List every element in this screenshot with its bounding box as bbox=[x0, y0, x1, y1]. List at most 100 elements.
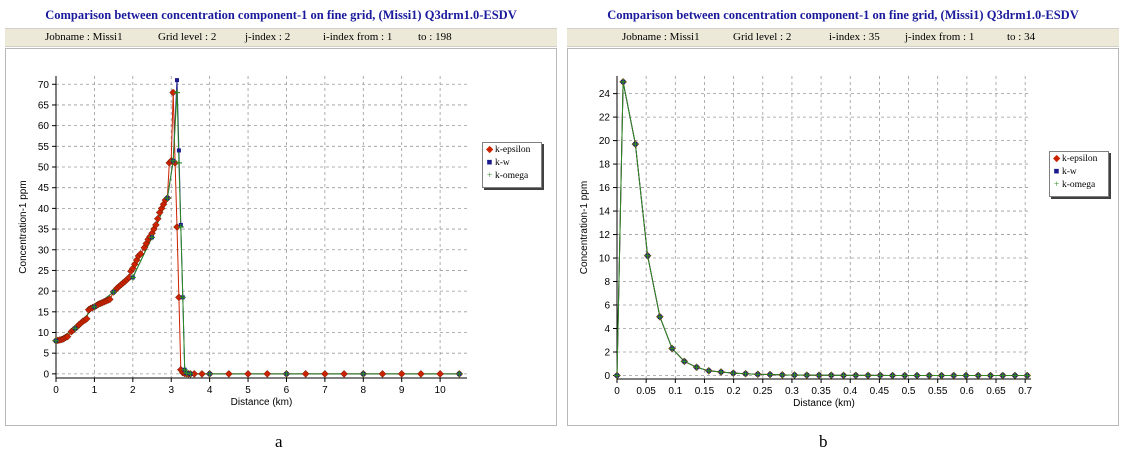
data-point-k-omega bbox=[129, 274, 136, 281]
data-point-k-omega bbox=[170, 157, 177, 164]
x-tick-label: 0.1 bbox=[668, 386, 682, 397]
data-point-k-omega bbox=[283, 370, 290, 377]
y-axis-label: Concentration-1 ppm bbox=[579, 181, 590, 274]
data-point-k-omega bbox=[53, 337, 59, 344]
y-tick-label: 18 bbox=[599, 160, 611, 171]
data-point-k-epsilon bbox=[321, 370, 329, 378]
y-tick-label: 22 bbox=[599, 113, 611, 124]
x-tick-label: 0.05 bbox=[636, 386, 656, 397]
series-line-k-epsilon bbox=[616, 81, 1028, 376]
data-point-k-omega bbox=[852, 372, 859, 379]
y-tick-label: 65 bbox=[38, 100, 50, 111]
data-point-k-epsilon bbox=[397, 370, 406, 378]
y-tick-label: 24 bbox=[599, 89, 611, 100]
data-point-k-omega bbox=[360, 370, 367, 377]
data-point-k-omega bbox=[110, 288, 117, 295]
data-point-k-omega bbox=[173, 89, 180, 96]
data-point-k-omega bbox=[456, 370, 463, 377]
data-point-k-epsilon bbox=[169, 88, 178, 97]
x-tick-label: 7 bbox=[322, 385, 328, 396]
index-to-label: to : 34 bbox=[1007, 31, 1036, 43]
data-point-k-omega bbox=[754, 371, 761, 378]
line-chart-a: 0 1 2 3 4 5 6 7 8 9 100510152025303540455055606570… bbox=[18, 76, 467, 408]
chart-title: Comparison between concentration compone… bbox=[45, 8, 517, 22]
series-line-k-omega bbox=[616, 81, 1028, 376]
y-axis-label: Concentration-1 ppm bbox=[18, 180, 29, 273]
grid-level-label: Grid level : 2 bbox=[733, 31, 792, 43]
y-tick-label: 45 bbox=[38, 183, 50, 194]
data-point-k-epsilon bbox=[105, 295, 114, 304]
x-tick-label: 2 bbox=[130, 385, 136, 396]
x-axis-label: Distance (km) bbox=[231, 397, 293, 408]
x-tick-label: 0.65 bbox=[986, 386, 1006, 397]
data-point-k-omega bbox=[926, 372, 933, 379]
x-tick-label: 0 bbox=[53, 385, 59, 396]
jobname-label: Jobname : Missi1 bbox=[45, 31, 123, 43]
y-tick-label: 10 bbox=[38, 328, 50, 339]
legend: ◆ k-epsilon ■ k-w + k-omega bbox=[482, 142, 542, 188]
data-point-k-epsilon bbox=[244, 370, 252, 378]
y-tick-label: 55 bbox=[38, 142, 50, 153]
legend-item-k-w: ■ k-w bbox=[486, 158, 510, 168]
data-point-k-omega bbox=[791, 372, 798, 379]
y-tick-label: 2 bbox=[604, 347, 610, 358]
data-point-k-omega bbox=[865, 372, 872, 379]
data-point-k-epsilon bbox=[301, 370, 310, 378]
data-point-k-omega bbox=[183, 370, 190, 377]
chart-panel-b: Comparison between concentration compone… bbox=[567, 0, 1119, 451]
data-point-k-omega bbox=[938, 372, 945, 379]
data-point-k-omega bbox=[164, 195, 171, 202]
y-tick-label: 60 bbox=[38, 121, 50, 132]
line-chart-b: 0 0.05 0.1 0.15 0.2 0.25 0.3 0.35 0.4 0.45 0.5 0.55… bbox=[579, 76, 1033, 409]
job-info-bar: Jobname : Missi1 Grid level : 2 i-index … bbox=[567, 28, 1119, 47]
index-to-label: to : 198 bbox=[418, 31, 452, 43]
legend-item-k-omega: + k-omega bbox=[1053, 180, 1096, 190]
data-point-k-omega bbox=[177, 224, 184, 230]
data-point-k-omega bbox=[181, 366, 188, 373]
data-point-k-omega bbox=[779, 371, 786, 378]
data-point-k-epsilon bbox=[82, 314, 91, 323]
x-tick-label: 10 bbox=[435, 385, 447, 396]
index-range-label: j-index from : 1 bbox=[905, 31, 975, 43]
y-tick-label: 6 bbox=[604, 301, 610, 312]
data-point-k-omega bbox=[962, 372, 969, 379]
x-tick-label: 0.3 bbox=[785, 386, 799, 397]
grid-level-label: Grid level : 2 bbox=[158, 31, 217, 43]
data-point-k-omega bbox=[999, 372, 1006, 379]
x-axis-label: Distance (km) bbox=[793, 398, 855, 409]
data-point-k-omega bbox=[72, 325, 79, 332]
legend-item-k-epsilon: ◆ k-epsilon bbox=[486, 145, 531, 155]
y-tick-label: 16 bbox=[599, 183, 611, 194]
data-point-k-omega bbox=[681, 358, 688, 365]
data-point-k-omega bbox=[91, 303, 98, 310]
data-point-k-epsilon bbox=[378, 370, 387, 378]
data-point-k-omega bbox=[730, 370, 737, 377]
data-point-k-omega bbox=[840, 372, 847, 379]
x-tick-label: 5 bbox=[245, 385, 251, 396]
x-tick-label: 8 bbox=[361, 385, 367, 396]
y-tick-label: 70 bbox=[38, 80, 50, 91]
data-point-k-epsilon bbox=[436, 370, 444, 378]
data-point-k-omega bbox=[742, 370, 749, 377]
figure-caption: b bbox=[819, 432, 828, 451]
y-tick-label: 14 bbox=[599, 207, 611, 218]
data-point-k-omega bbox=[901, 372, 908, 379]
legend-item-k-omega: + k-omega bbox=[486, 171, 529, 181]
legend: ◆ k-epsilon ■ k-w + k-omega bbox=[1049, 151, 1109, 197]
data-point-k-omega bbox=[816, 372, 823, 379]
series-line-k-omega bbox=[55, 92, 460, 375]
data-point-k-omega bbox=[828, 372, 835, 379]
jobname-label: Jobname : Missi1 bbox=[622, 31, 700, 43]
chart-title: Comparison between concentration compone… bbox=[607, 8, 1079, 22]
data-point-k-epsilon bbox=[63, 332, 72, 341]
data-point-k-omega bbox=[669, 345, 676, 352]
data-point-k-omega bbox=[149, 234, 156, 241]
y-tick-label: 35 bbox=[38, 225, 50, 236]
data-point-k-epsilon bbox=[136, 250, 145, 258]
legend-item-k-w: ■ k-w bbox=[1053, 167, 1077, 177]
series-line-k-epsilon bbox=[55, 92, 460, 375]
x-tick-label: 4 bbox=[207, 385, 213, 396]
y-tick-label: 12 bbox=[599, 230, 611, 241]
x-tick-label: 6 bbox=[284, 385, 290, 396]
plot-frame bbox=[5, 48, 557, 426]
